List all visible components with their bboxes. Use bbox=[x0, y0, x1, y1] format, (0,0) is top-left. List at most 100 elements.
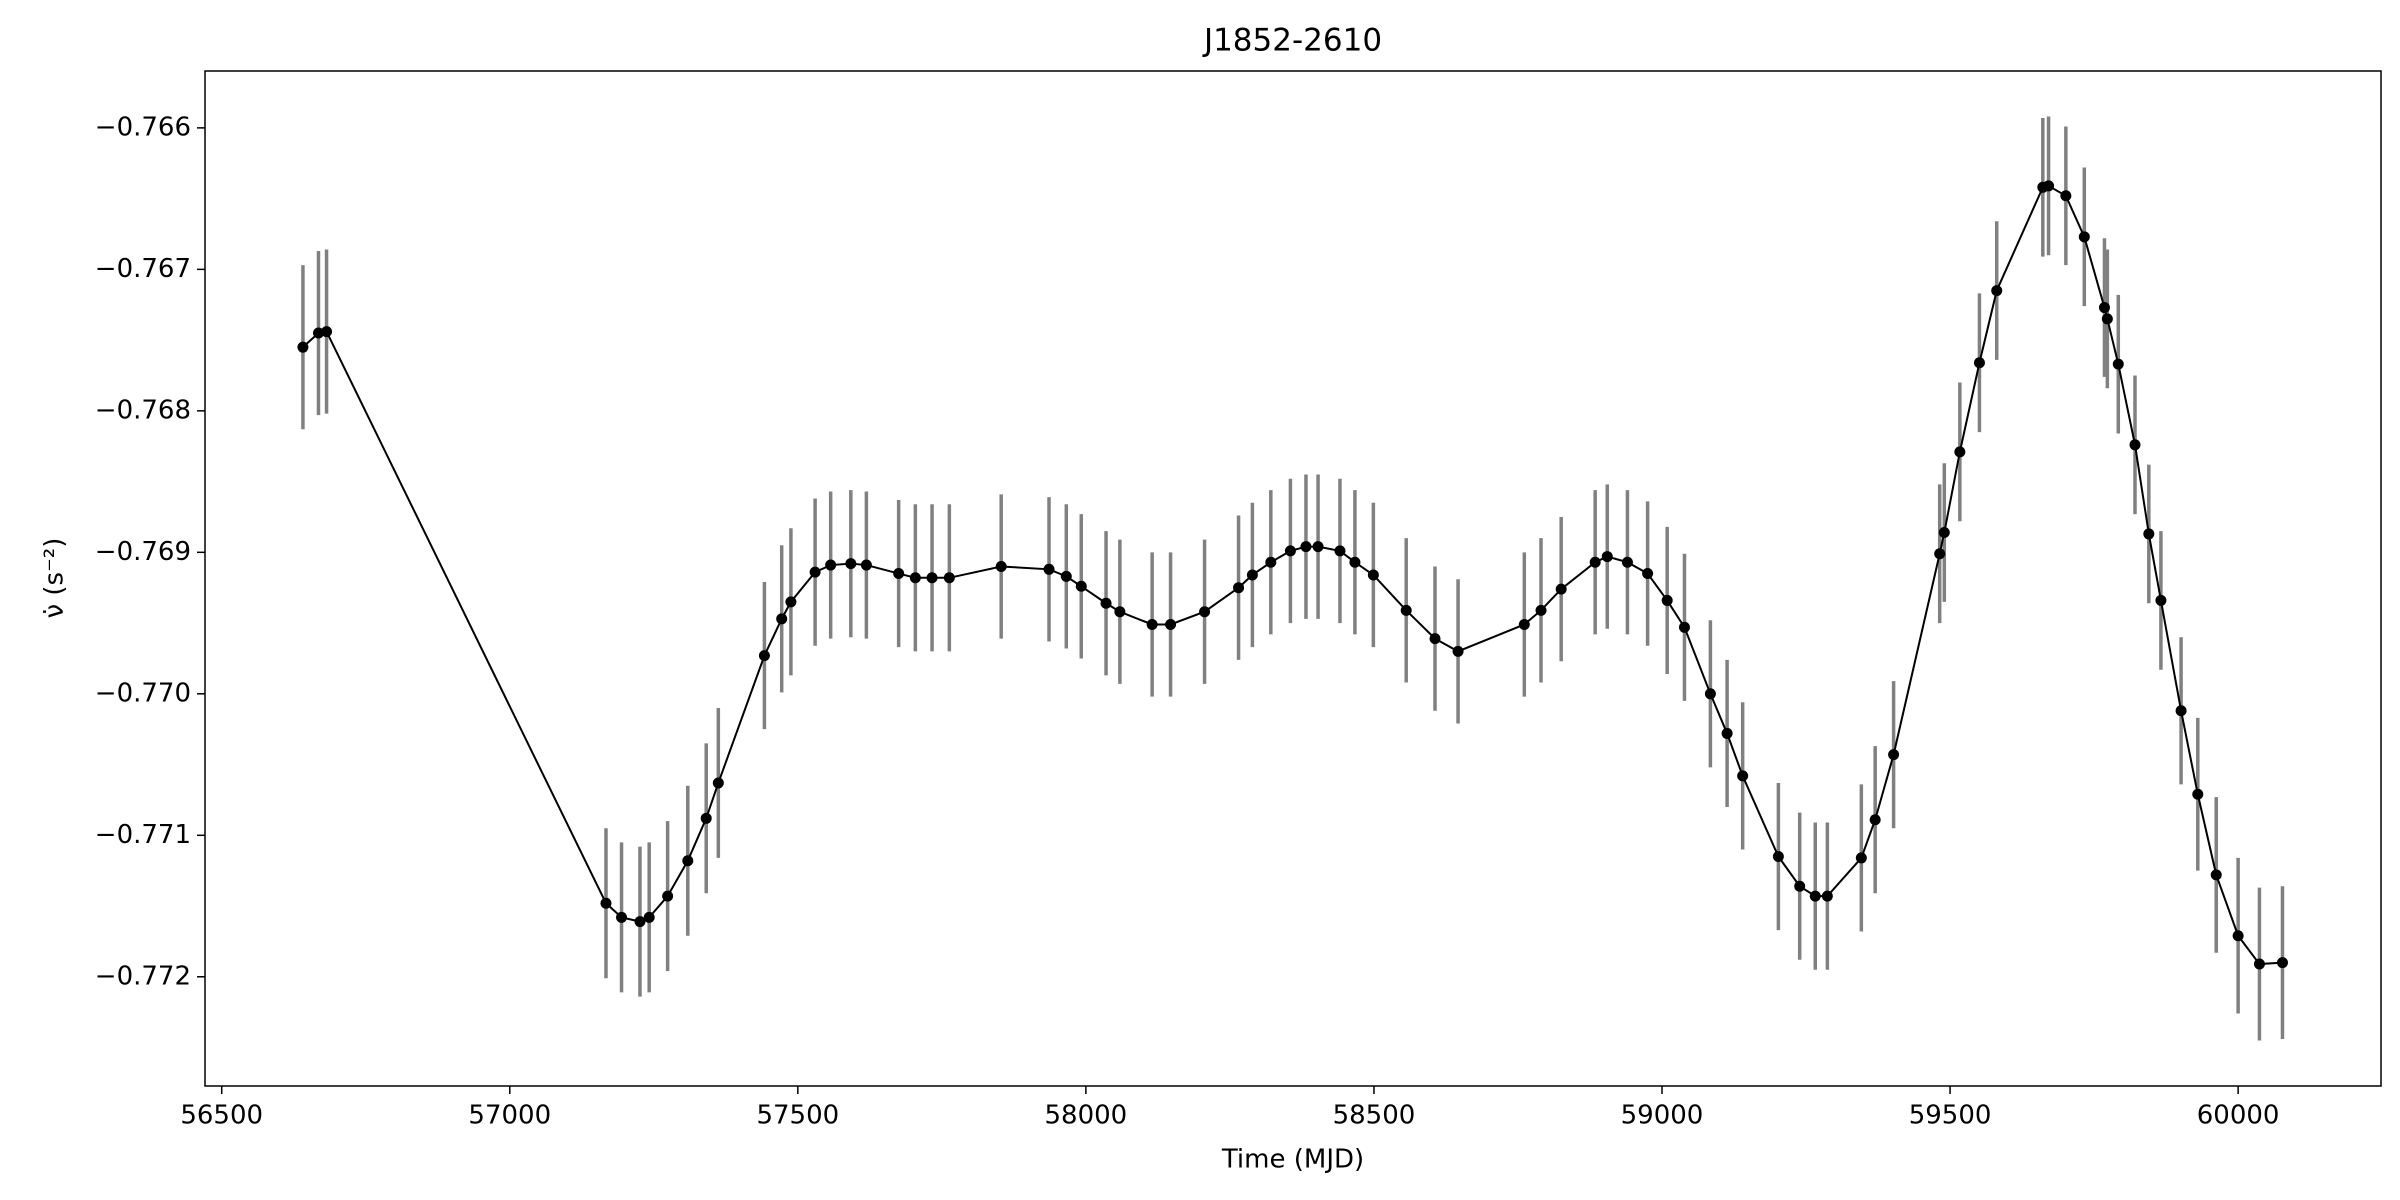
data-point bbox=[712, 777, 724, 789]
data-point bbox=[2276, 957, 2288, 969]
data-point bbox=[1973, 357, 1985, 369]
data-point bbox=[2101, 313, 2113, 325]
data-point bbox=[2129, 439, 2141, 451]
y-tick-label: −0.769 bbox=[95, 537, 191, 567]
data-point bbox=[1284, 545, 1296, 557]
data-point bbox=[1589, 556, 1601, 568]
data-point bbox=[1312, 541, 1324, 553]
data-point bbox=[1233, 582, 1245, 594]
data-point bbox=[1821, 890, 1833, 902]
data-point bbox=[809, 566, 821, 578]
y-tick-label: −0.771 bbox=[95, 820, 191, 850]
data-point bbox=[1535, 604, 1547, 616]
data-point bbox=[1721, 727, 1733, 739]
data-point bbox=[893, 568, 905, 580]
data-point bbox=[1518, 618, 1530, 630]
data-point bbox=[2098, 302, 2110, 314]
data-point bbox=[682, 855, 694, 867]
data-point bbox=[1954, 446, 1966, 458]
data-point bbox=[321, 326, 333, 338]
data-point bbox=[616, 911, 628, 923]
x-tick-label: 60000 bbox=[2197, 1101, 2280, 1131]
data-point bbox=[1452, 645, 1464, 657]
data-point bbox=[1934, 548, 1946, 560]
data-point bbox=[926, 572, 938, 584]
y-tick-label: −0.768 bbox=[95, 395, 191, 425]
data-point bbox=[1991, 285, 2003, 297]
data-point bbox=[845, 558, 857, 570]
data-point bbox=[1060, 570, 1072, 582]
data-point bbox=[1678, 621, 1690, 633]
x-tick-label: 57500 bbox=[756, 1101, 839, 1131]
data-point bbox=[1869, 814, 1881, 826]
x-tick-label: 59500 bbox=[1909, 1101, 1992, 1131]
data-point bbox=[825, 559, 837, 571]
data-point bbox=[2078, 231, 2090, 243]
data-point bbox=[1555, 583, 1567, 595]
data-point bbox=[1265, 556, 1277, 568]
y-axis-label: ν̇ (s⁻²) bbox=[40, 538, 70, 619]
data-point bbox=[2192, 788, 2204, 800]
data-point bbox=[662, 890, 674, 902]
data-point bbox=[2112, 358, 2124, 370]
data-point bbox=[1737, 770, 1749, 782]
data-point bbox=[1888, 749, 1900, 761]
data-point bbox=[700, 812, 712, 824]
data-point bbox=[1114, 606, 1126, 618]
data-point bbox=[297, 341, 309, 353]
y-tick-label: −0.770 bbox=[95, 678, 191, 708]
data-point bbox=[1621, 556, 1633, 568]
data-point bbox=[758, 650, 770, 662]
data-point bbox=[2175, 705, 2187, 717]
x-axis-label: Time (MJD) bbox=[1221, 1145, 1364, 1175]
data-point bbox=[2060, 190, 2072, 202]
x-tick-label: 59000 bbox=[1621, 1101, 1704, 1131]
data-point bbox=[2232, 930, 2244, 942]
data-point bbox=[1334, 545, 1346, 557]
data-point bbox=[785, 596, 797, 608]
data-point bbox=[1300, 541, 1312, 553]
x-tick-label: 56500 bbox=[180, 1101, 263, 1131]
data-point bbox=[1809, 890, 1821, 902]
data-point bbox=[1704, 688, 1716, 700]
y-tick-label: −0.767 bbox=[95, 254, 191, 284]
data-point bbox=[643, 911, 655, 923]
data-point bbox=[2210, 869, 2222, 881]
data-point bbox=[943, 572, 955, 584]
data-point bbox=[776, 613, 788, 625]
data-point bbox=[2155, 594, 2167, 606]
data-point bbox=[1165, 618, 1177, 630]
x-tick-label: 58500 bbox=[1333, 1101, 1416, 1131]
data-point bbox=[2143, 528, 2155, 540]
y-tick-label: −0.766 bbox=[95, 112, 191, 142]
data-point bbox=[1400, 604, 1412, 616]
data-point bbox=[909, 572, 921, 584]
data-point bbox=[1429, 633, 1441, 645]
y-tick-label: −0.772 bbox=[95, 961, 191, 991]
data-point bbox=[1642, 568, 1654, 580]
data-point bbox=[1199, 606, 1211, 618]
x-tick-label: 58000 bbox=[1045, 1101, 1128, 1131]
data-point bbox=[860, 559, 872, 571]
data-point bbox=[2253, 958, 2265, 970]
data-point bbox=[1146, 618, 1158, 630]
data-point bbox=[1349, 556, 1361, 568]
data-point bbox=[600, 897, 612, 909]
data-point bbox=[1601, 551, 1613, 563]
data-point bbox=[1246, 569, 1258, 581]
data-point bbox=[1075, 580, 1087, 592]
plot-frame bbox=[204, 70, 2382, 1087]
data-point bbox=[1772, 851, 1784, 863]
data-point bbox=[1367, 569, 1379, 581]
data-point bbox=[1938, 527, 1950, 539]
data-point bbox=[995, 560, 1007, 572]
data-point bbox=[1043, 563, 1055, 575]
data-point bbox=[1794, 880, 1806, 892]
data-point bbox=[634, 916, 646, 928]
data-point bbox=[1855, 852, 1867, 864]
chart-title: J1852-2610 bbox=[1202, 23, 1382, 59]
data-point bbox=[1661, 594, 1673, 606]
